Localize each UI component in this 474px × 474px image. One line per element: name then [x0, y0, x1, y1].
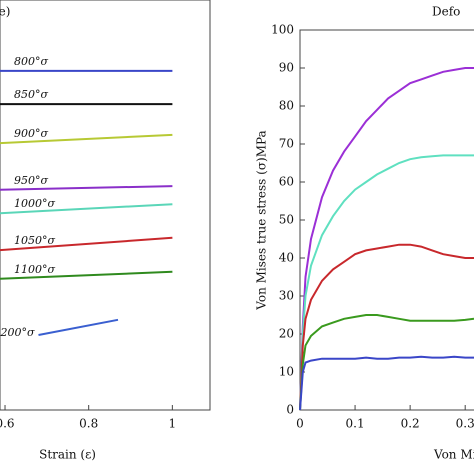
chart-title: Defo: [432, 5, 460, 19]
y-tick-label: 50: [279, 213, 294, 227]
series-label: 950°σ: [14, 174, 48, 187]
chart-title: (e): [0, 5, 10, 19]
series-label: 800°σ: [14, 55, 48, 68]
series-label: 900°σ: [14, 127, 48, 140]
data-line: [0, 133, 173, 145]
data-line: [0, 185, 173, 191]
y-tick-label: 10: [279, 365, 294, 379]
y-tick-label: 60: [279, 175, 294, 189]
series-label: 1000°σ: [14, 197, 55, 210]
x-tick-label: 0: [296, 417, 304, 431]
data-line: [0, 203, 173, 215]
data-line: [299, 154, 474, 411]
y-tick-label: 20: [279, 327, 294, 341]
series-label: 1200°σ: [0, 326, 35, 339]
x-tick-label: 0.1: [346, 417, 365, 431]
y-tick-label: 0: [286, 403, 294, 417]
data-line: [299, 243, 474, 411]
x-tick-label: 0.2: [401, 417, 420, 431]
series-label: 1100°σ: [14, 263, 55, 276]
x-axis-label: Strain (ε): [39, 448, 96, 462]
x-tick-label: 0.6: [0, 417, 15, 431]
y-axis-label: Von Mises true stress (σ)MPa: [255, 130, 269, 310]
y-tick-label: 70: [279, 137, 294, 151]
data-line: [0, 270, 173, 280]
series-label: 850°σ: [14, 88, 48, 101]
series-label: 1050°σ: [14, 234, 55, 247]
data-line: [299, 355, 474, 411]
data-line: [299, 314, 474, 411]
x-tick-label: 0.8: [79, 417, 98, 431]
y-tick-label: 90: [279, 61, 294, 75]
data-line: [299, 67, 474, 411]
y-tick-label: 100: [271, 23, 294, 37]
y-tick-label: 40: [279, 251, 294, 265]
y-tick-label: 30: [279, 289, 294, 303]
data-line: [38, 318, 119, 336]
x-axis-label: Von Mises true strain (ε): [433, 448, 474, 462]
y-tick-label: 80: [279, 99, 294, 113]
data-line: [0, 236, 173, 252]
x-tick-label: 0.3: [456, 417, 474, 431]
plot-frame: [0, 0, 211, 411]
x-tick-label: 1: [169, 417, 177, 431]
